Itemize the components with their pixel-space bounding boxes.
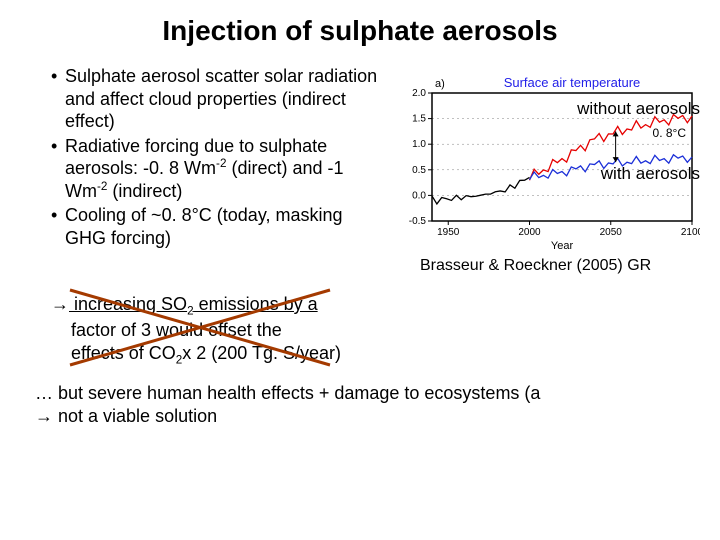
svg-text:1.0: 1.0	[412, 139, 426, 150]
chart-figure: -0.5 0.0 0.5 1.0 1.5 2.0 1950 2000 2050 2100 Year a…	[390, 71, 700, 251]
crossed-l3a: effects of CO	[71, 343, 176, 363]
bullet-2-sup2: -2	[97, 180, 107, 193]
crossed-l3b: x 2 (200 Tg. S/year)	[182, 343, 341, 363]
chart-svg: -0.5 0.0 0.5 1.0 1.5 2.0 1950 2000 2050 2100 Year a…	[390, 71, 700, 251]
footer-line2: not a viable solution	[53, 406, 217, 426]
annot-delta-t: 0. 8°C	[653, 126, 686, 140]
bullet-3: Cooling of ~0. 8°C (today, masking GHG f…	[51, 204, 380, 249]
svg-text:2050: 2050	[600, 227, 623, 238]
crossed-l1a: increasing SO	[69, 294, 187, 314]
svg-text:-0.5: -0.5	[409, 216, 427, 227]
svg-text:0.5: 0.5	[412, 165, 426, 176]
slide-title: Injection of sulphate aerosols	[20, 15, 700, 47]
crossed-block: → increasing SO2 emissions by a factor o…	[45, 293, 390, 368]
svg-text:1.5: 1.5	[412, 114, 426, 125]
left-column: Sulphate aerosol scatter solar radiation…	[45, 65, 380, 275]
bullet-2: Radiative forcing due to sulphate aeroso…	[51, 135, 380, 203]
arrow-icon: →	[51, 294, 69, 314]
annot-without-aerosols: without aerosols	[577, 99, 700, 119]
crossed-text: → increasing SO2 emissions by a factor o…	[45, 293, 390, 368]
right-column: -0.5 0.0 0.5 1.0 1.5 2.0 1950 2000 2050 2100 Year a…	[390, 65, 700, 275]
svg-text:2100: 2100	[681, 227, 700, 238]
content-row: Sulphate aerosol scatter solar radiation…	[45, 65, 700, 275]
footer-block: … but severe human health effects + dama…	[35, 382, 700, 429]
arrow-icon-2: →	[35, 406, 53, 426]
bullet-1: Sulphate aerosol scatter solar radiation…	[51, 65, 380, 133]
bullet-2-sup1: -2	[216, 157, 226, 170]
svg-text:Surface air temperature: Surface air temperature	[504, 75, 641, 90]
svg-text:2000: 2000	[518, 227, 541, 238]
svg-text:1950: 1950	[437, 227, 460, 238]
svg-text:Year: Year	[551, 240, 574, 251]
annot-with-aerosols: with aerosols	[601, 164, 700, 184]
bullet-2-part3: (indirect)	[107, 181, 182, 201]
crossed-l1b: emissions by a	[194, 294, 318, 314]
bullet-list: Sulphate aerosol scatter solar radiation…	[45, 65, 380, 249]
crossed-l2: factor of 3 would offset the	[71, 320, 282, 340]
svg-text:2.0: 2.0	[412, 88, 426, 99]
footer-line1: … but severe human health effects + dama…	[35, 383, 540, 403]
chart-citation: Brasseur & Roeckner (2005) GR	[420, 257, 700, 275]
svg-text:0.0: 0.0	[412, 190, 426, 201]
svg-text:a): a)	[435, 78, 445, 90]
